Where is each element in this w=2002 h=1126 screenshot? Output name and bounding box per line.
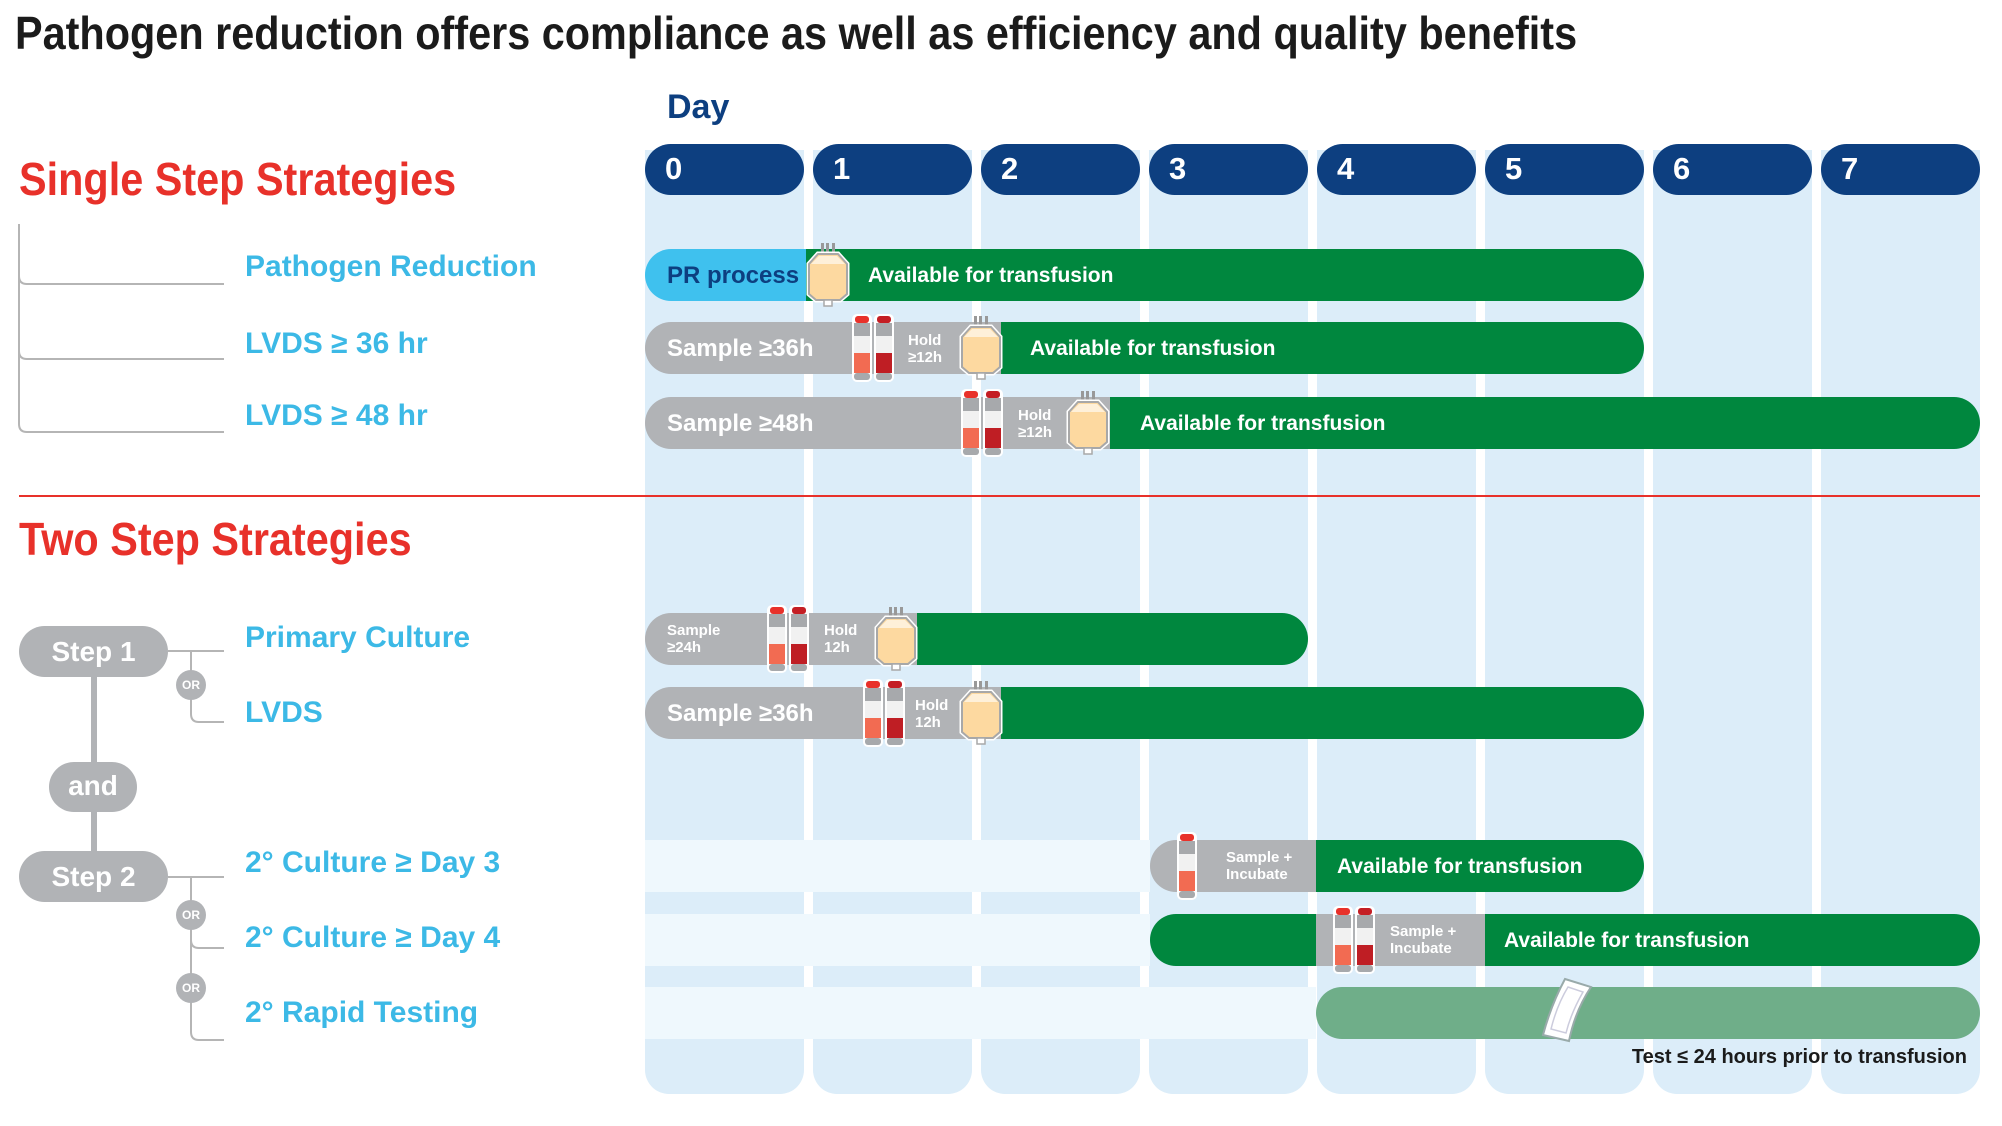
sample-incubate-label: Sample + Incubate	[1226, 849, 1293, 883]
pr-process-label: PR process	[667, 262, 800, 289]
and-pill: and	[49, 762, 137, 812]
two-step-heading: Two Step Strategies	[19, 513, 412, 565]
platelet-bag-icon	[959, 315, 1003, 381]
label-culture-day4: 2° Culture ≥ Day 4	[245, 921, 501, 954]
blood-culture-vial-icon	[788, 604, 810, 674]
sample-segment	[645, 687, 1001, 739]
blood-culture-vial-icon	[1332, 905, 1354, 975]
day-pill: 3	[1149, 144, 1308, 195]
rapid-test-strip-icon	[1541, 977, 1593, 1043]
available-label: Available for transfusion	[1337, 855, 1583, 878]
platelet-bag-icon	[1066, 390, 1110, 456]
day-pill: 6	[1653, 144, 1812, 195]
hold-label: Hold 12h	[915, 697, 949, 731]
sample-incubate-label: Sample + Incubate	[1390, 923, 1457, 957]
blood-culture-vial-icon	[1354, 905, 1376, 975]
sample-segment	[645, 397, 1110, 449]
blood-culture-vial-icon	[851, 313, 873, 383]
available-label: Available for transfusion	[1030, 337, 1276, 360]
label-lvds-48: LVDS ≥ 48 hr	[245, 399, 428, 432]
available-segment	[1001, 687, 1644, 739]
available-segment	[1150, 914, 1316, 966]
platelet-bag-icon	[806, 242, 850, 308]
blood-culture-vial-icon	[766, 604, 788, 674]
or-badge: OR	[176, 900, 206, 930]
day-pill: 2	[981, 144, 1140, 195]
blood-culture-vial-icon	[873, 313, 895, 383]
label-culture-day3: 2° Culture ≥ Day 3	[245, 846, 501, 879]
day-pill: 1	[813, 144, 972, 195]
day-pill: 4	[1317, 144, 1476, 195]
page-title: Pathogen reduction offers compliance as …	[15, 7, 1578, 59]
blood-culture-vial-icon	[862, 678, 884, 748]
sample-segment	[645, 322, 1001, 374]
row-band	[645, 914, 1150, 966]
day-pill: 7	[1821, 144, 1980, 195]
blood-culture-vial-icon	[1176, 831, 1198, 901]
available-label: Available for transfusion	[1504, 929, 1750, 952]
sample-label: Sample ≥36h	[667, 335, 814, 362]
rapid-test-note: Test ≤ 24 hours prior to transfusion	[1631, 1046, 1967, 1068]
row-band	[645, 840, 1150, 892]
available-segment	[917, 613, 1308, 665]
available-segment	[806, 249, 1644, 301]
available-segment	[1001, 322, 1644, 374]
label-lvds-36: LVDS ≥ 36 hr	[245, 327, 428, 360]
day-axis-title: Day	[667, 88, 730, 126]
hold-label: Hold 12h	[824, 622, 858, 656]
available-segment	[1110, 397, 1980, 449]
label-pathogen-reduction: Pathogen Reduction	[245, 250, 537, 283]
sample-label: Sample ≥36h	[667, 700, 814, 727]
platelet-bag-icon	[959, 680, 1003, 746]
available-label: Available for transfusion	[1140, 412, 1386, 435]
label-rapid-testing: 2° Rapid Testing	[245, 996, 479, 1029]
platelet-bag-icon	[874, 606, 918, 672]
blood-culture-vial-icon	[960, 388, 982, 458]
or-badge: OR	[176, 973, 206, 1003]
strategy-tree-lines	[18, 224, 224, 1041]
blood-culture-vial-icon	[884, 678, 906, 748]
sample-label: Sample ≥48h	[667, 410, 814, 437]
available-segment	[1316, 840, 1644, 892]
label-primary-culture: Primary Culture	[245, 621, 471, 654]
available-segment	[1485, 914, 1980, 966]
pr-process-segment	[645, 249, 806, 301]
sample-label: Sample ≥24h	[667, 622, 721, 656]
or-badge: OR	[176, 670, 206, 700]
available-label: Available for transfusion	[868, 264, 1114, 287]
step-2-pill: Step 2	[19, 851, 168, 902]
day-pill: 0	[645, 144, 804, 195]
blood-culture-vial-icon	[982, 388, 1004, 458]
step-1-pill: Step 1	[19, 626, 168, 677]
hold-label: Hold ≥12h	[908, 332, 943, 366]
label-lvds: LVDS	[245, 696, 323, 729]
rapid-testing-window	[1316, 987, 1980, 1039]
single-step-heading: Single Step Strategies	[19, 153, 457, 205]
section-divider	[19, 495, 1980, 497]
row-band	[645, 987, 1316, 1039]
hold-label: Hold ≥12h	[1018, 407, 1053, 441]
day-pill: 5	[1485, 144, 1644, 195]
